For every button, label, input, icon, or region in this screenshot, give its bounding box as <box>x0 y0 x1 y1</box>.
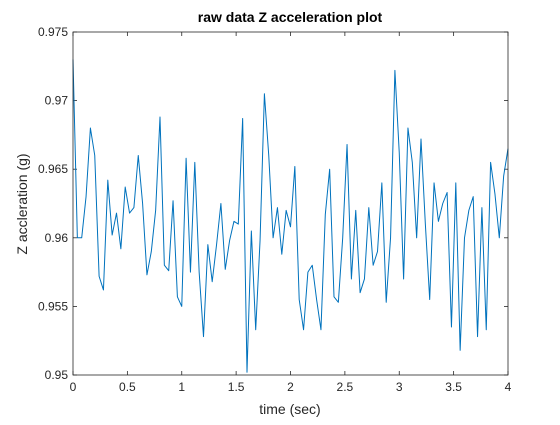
x-tick-label: 4 <box>505 380 512 394</box>
x-tick-label: 2.5 <box>337 380 354 394</box>
data-series <box>72 59 509 373</box>
axes-box <box>72 31 509 376</box>
plot-area <box>73 32 508 375</box>
y-tick-label: 0.965 <box>38 162 68 176</box>
y-axis-ticks: 0.95 0.955 0.96 0.965 0.97 0.975 <box>38 25 508 382</box>
y-tick-label: 0.96 <box>45 231 69 245</box>
y-tick-label: 0.97 <box>45 94 69 108</box>
y-axis-label: Z accleration (g) <box>14 153 30 254</box>
x-tick-label: 0.5 <box>119 380 136 394</box>
y-tick-label: 0.955 <box>38 299 68 313</box>
x-axis-ticks: 0 0.5 1 1.5 2 2.5 3 3.5 4 <box>70 32 512 394</box>
series-line <box>72 59 509 373</box>
x-tick-label: 1.5 <box>228 380 245 394</box>
y-tick-label: 0.975 <box>38 25 68 39</box>
x-tick-label: 3.5 <box>445 380 462 394</box>
x-tick-label: 2 <box>287 380 294 394</box>
x-tick-label: 0 <box>70 380 77 394</box>
x-tick-label: 3 <box>396 380 403 394</box>
x-axis-label: time (sec) <box>259 401 320 417</box>
chart-title: raw data Z acceleration plot <box>198 9 383 25</box>
x-tick-label: 1 <box>178 380 185 394</box>
y-tick-label: 0.95 <box>45 368 69 382</box>
